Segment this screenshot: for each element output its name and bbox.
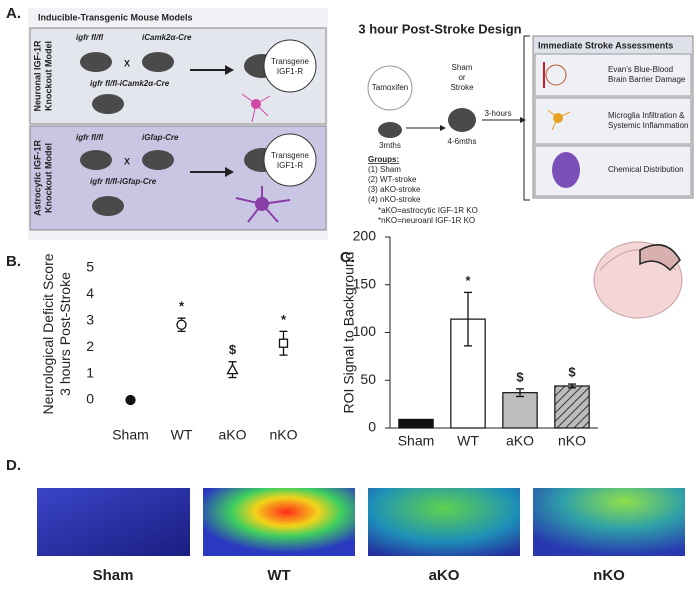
bar [398,418,434,429]
group: (4) nKO-stroke [368,195,421,204]
interval: 3-hours [484,109,511,118]
y-tick-label: 200 [353,228,377,244]
x-tick-label: Sham [398,433,435,449]
annotation: $ [229,342,237,357]
x-tick-label: nKO [558,433,586,449]
annotation: * [465,273,471,288]
y-tick-label: 3 [86,312,94,328]
annotation: * [281,312,287,327]
y-tick-label: 0 [368,419,376,435]
bracket [523,35,530,201]
sham-or-stroke: or [458,73,465,82]
annotation: $ [516,369,524,384]
neuronal-cross: igfr fl/fl iCamk2α-Cre X igfr fl/fl-iCam… [76,33,317,123]
y-tick-label: 4 [86,285,94,301]
assessment: Systemic Inflammation [608,121,688,130]
side-label: Knockout Model [43,143,53,213]
transgene: IGF1-R [277,161,303,170]
micrograph [368,488,520,556]
age: 3mths [379,141,401,150]
parent: iCamk2α-Cre [142,33,192,42]
cross: X [124,58,130,68]
group: (2) WT-stroke [368,175,417,184]
note: *aKO=astrocytic IGF-1R KO [378,206,478,215]
age: 4-6mths [448,137,477,146]
micrograph [203,488,355,556]
panel-label: D. [6,457,21,474]
y-tick-label: 0 [86,391,94,407]
offspring: igfr fl/fl-iCamk2α-Cre [90,79,170,88]
x-tick-label: WT [457,433,479,449]
image-label: nKO [593,567,625,584]
parent: igfr fl/fl [76,33,104,42]
assessment: Evan's Blue-Blood [608,65,673,74]
models-title: Inducible-Transgenic Mouse Models [38,12,193,22]
y-tick-label: 1 [86,364,94,380]
cross: X [124,156,130,166]
y-axis-label: ROI Signal to Background [341,252,357,414]
micrograph [533,488,685,556]
y-tick-label: 5 [86,259,94,275]
side-label: Neuronal IGF-1R [32,40,42,112]
y-axis-label: Neurological Deficit Score [40,253,56,414]
bar [554,385,590,429]
panel-label: C. [340,249,355,266]
y-tick-label: 50 [360,371,376,387]
group: (3) aKO-stroke [368,185,421,194]
y-tick-label: 2 [86,338,94,354]
group: (1) Sham [368,165,401,174]
y-tick-label: 150 [353,275,377,291]
x-tick-label: Sham [112,427,149,443]
error-bar [516,388,524,398]
assessments-title: Immediate Stroke Assessments [538,40,673,50]
x-tick-label: aKO [218,427,246,443]
image-label: aKO [429,567,460,584]
marker [125,394,136,406]
x-tick-label: nKO [269,427,297,443]
brain-icon [593,241,683,319]
panel-label: B. [6,253,21,270]
transgene: Transgene [271,57,310,66]
marker [176,319,187,330]
assessment: Microglia Infiltration & [608,111,685,120]
error-bar [464,291,472,347]
assessment: Brain Barrier Damage [608,75,686,84]
tamoxifen-circle [367,65,413,111]
design-title: 3 hour Post-Stroke Design [358,21,521,36]
parent: iGfap-Cre [142,133,179,142]
side-label: Knockout Model [43,41,53,111]
sham-or-stroke: Stroke [450,83,474,92]
parent: igfr fl/fl [76,133,104,142]
error-bar [568,383,576,389]
sham-or-stroke: Sham [452,63,473,72]
groups-title: Groups: [368,155,399,164]
note: *nKO=neuroanl IGF-1R KO [378,216,475,225]
tamoxifen: Tamoxifen [372,83,408,92]
assessment: Chemical Distribution [608,165,684,174]
bar [502,392,538,429]
marker [278,338,289,348]
image-label: WT [267,567,290,584]
annotation: * [179,299,185,314]
micrograph [37,488,190,556]
x-tick-label: WT [171,427,193,443]
panel-label: A. [6,5,21,22]
y-tick-label: 100 [353,323,377,339]
transgene: Transgene [271,151,310,160]
transgene: IGF1-R [277,67,303,76]
offspring: igfr fl/fl-iGfap-Cre [90,177,157,186]
y-axis-label: 3 hours Post-Stroke [57,272,73,396]
astrocytic-cross: igfr fl/fl iGfap-Cre X igfr fl/fl-iGfap-… [76,133,317,223]
marker [226,363,239,375]
side-label: Astrocytic IGF-1R [32,139,42,216]
annotation: $ [568,365,576,380]
image-label: Sham [93,567,134,584]
x-tick-label: aKO [506,433,534,449]
